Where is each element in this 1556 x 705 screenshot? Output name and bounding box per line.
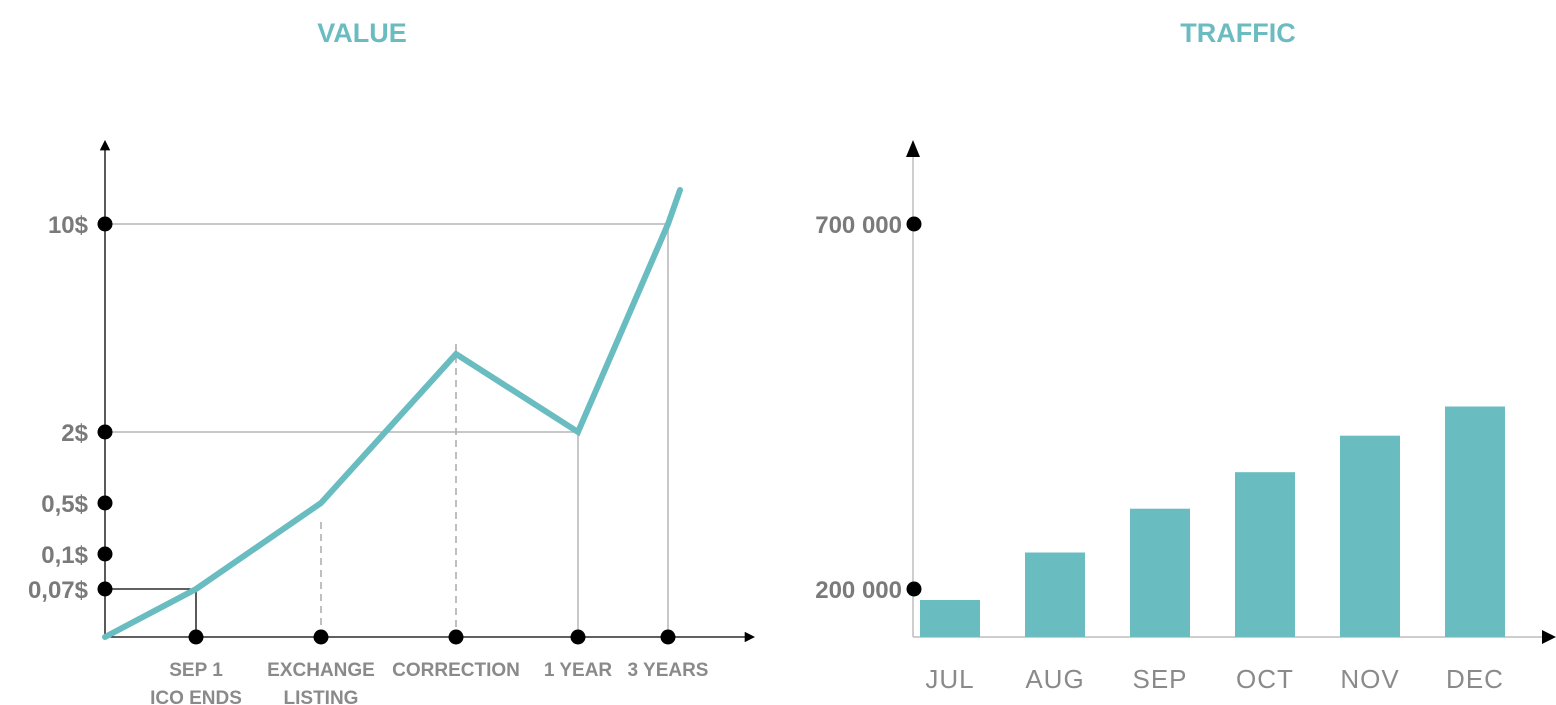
value-x-tick-label: 1 YEAR [544, 660, 613, 681]
traffic-x-tick-label: OCT [1236, 664, 1294, 694]
traffic-bar [1025, 552, 1085, 637]
traffic-bar [1445, 406, 1505, 637]
value-y-tick-label: 2$ [61, 420, 88, 447]
traffic-y-tick-label: 700 000 [815, 212, 902, 239]
traffic-x-tick-label: SEP [1132, 664, 1187, 694]
value-x-tick-dot [570, 629, 586, 645]
traffic-chart-title: TRAFFIC [1180, 18, 1295, 48]
value-y-tick-dot [97, 581, 113, 597]
traffic-x-tick-label: DEC [1446, 664, 1504, 694]
value-y-tick-label: 0,5$ [41, 491, 88, 518]
traffic-x-tick-label: AUG [1025, 664, 1084, 694]
value-x-tick-dot [660, 629, 676, 645]
traffic-y-axis-arrowhead [906, 140, 920, 157]
traffic-x-ticks: JUL AUG SEP OCT NOV DEC [925, 664, 1504, 694]
value-x-tick-label-line2: LISTING [284, 688, 359, 705]
traffic-y-tick-dot [906, 581, 922, 597]
value-y-ticks: 10$ 2$ 0,5$ 0,1$ 0,07$ [28, 212, 113, 604]
value-y-tick-label: 10$ [48, 212, 89, 239]
value-x-tick-dot [448, 629, 464, 645]
value-y-tick-dot [97, 216, 113, 232]
value-y-tick-dot [97, 546, 113, 562]
traffic-x-tick-label: JUL [925, 664, 974, 694]
value-y-tick-label: 0,1$ [41, 542, 88, 569]
value-x-tick-label: 3 YEARS [628, 660, 709, 681]
value-x-tick-label: CORRECTION [392, 660, 520, 681]
value-x-tick-dot [188, 629, 204, 645]
traffic-bar [1130, 508, 1190, 637]
value-x-tick-label: SEP 1 [169, 660, 223, 681]
traffic-bar [920, 600, 980, 637]
value-y-tick-dot [97, 495, 113, 511]
traffic-y-tick-dot [906, 216, 922, 232]
value-y-tick-dot [97, 424, 113, 440]
value-x-tick-label-line2: ICO ENDS [150, 688, 242, 705]
value-x-ticks: SEP 1 ICO ENDS EXCHANGE LISTING CORRECTION 1 … [150, 629, 709, 705]
value-x-tick-dot [313, 629, 329, 645]
traffic-y-tick-label: 200 000 [815, 577, 902, 604]
value-x-tick-label: EXCHANGE [267, 660, 375, 681]
traffic-bar-chart: 700 000 200 000 JUL AUG SEP OCT NOV DEC [815, 140, 1556, 694]
traffic-x-tick-label: NOV [1340, 664, 1399, 694]
traffic-bar [1340, 435, 1400, 637]
value-y-tick-label: 0,07$ [28, 577, 89, 604]
value-series-line [102, 187, 683, 640]
traffic-bar [1235, 472, 1295, 637]
traffic-y-ticks: 700 000 200 000 [815, 212, 922, 604]
value-chart-title: VALUE [317, 18, 407, 48]
traffic-x-axis-arrowhead [1542, 630, 1556, 644]
traffic-bars [920, 406, 1505, 637]
value-guide-lines [105, 223, 669, 637]
value-line-chart: 10$ 2$ 0,5$ 0,1$ 0,07$ SEP 1 ICO ENDS EXCHANGE… [28, 139, 756, 705]
